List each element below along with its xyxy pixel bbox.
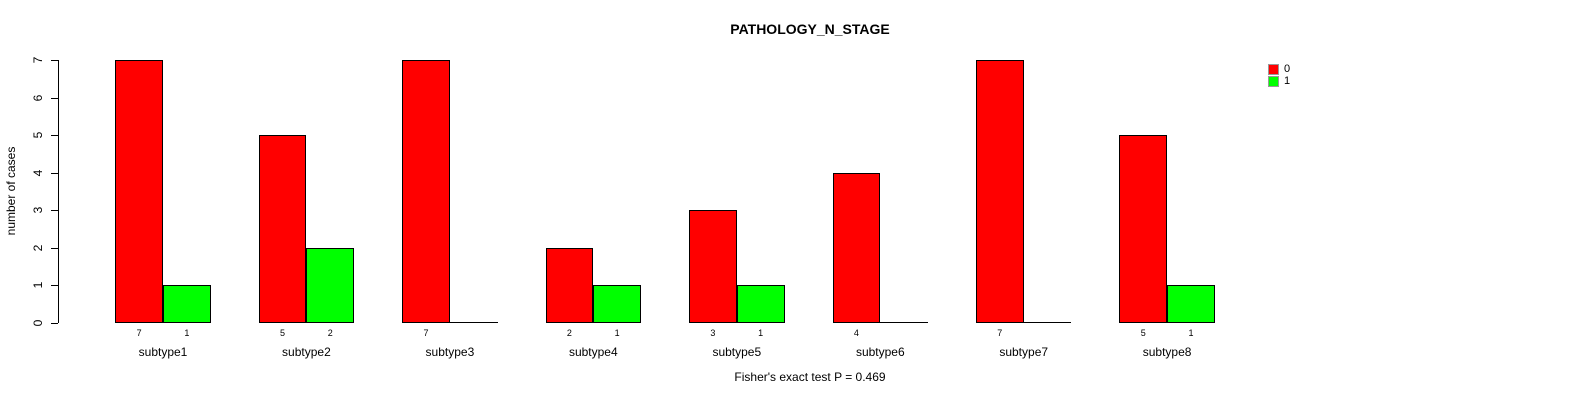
y-axis-tick-mark [51, 135, 58, 137]
fisher-test-annotation: Fisher's exact test P = 0.469 [734, 370, 886, 384]
y-axis-title: number of cases [4, 146, 18, 236]
y-axis-tick-label: 3 [30, 206, 45, 214]
y-axis-tick-mark [51, 97, 58, 99]
y-axis-tick-mark [51, 210, 58, 212]
category-label-subtype7: subtype7 [999, 345, 1049, 359]
bar-series-0-subtype1 [115, 60, 163, 323]
category-label-subtype3: subtype3 [425, 345, 475, 359]
category-label-subtype4: subtype4 [568, 345, 618, 359]
y-axis-tick-label: 2 [30, 244, 45, 252]
y-axis-tick-mark [51, 172, 58, 174]
y-axis-tick-label: 0 [30, 319, 45, 327]
y-axis-tick-label: 7 [30, 56, 45, 64]
bar-series-1-subtype2 [306, 247, 355, 323]
category-label-subtype6: subtype6 [855, 345, 905, 359]
legend-entry-1: 1 [1268, 76, 1290, 89]
bar-series-1-subtype5 [736, 285, 785, 323]
category-label-subtype1: subtype1 [138, 345, 188, 359]
bar-series-0-subtype2 [258, 135, 307, 323]
bar-count-label: 5 [279, 328, 286, 338]
legend-entry-0: 0 [1268, 63, 1290, 76]
bar-count-label: 1 [1188, 328, 1194, 338]
zero-height-bar-subtype3 [449, 322, 498, 323]
y-axis-tick-mark [51, 247, 58, 249]
bar-series-0-subtype7 [975, 60, 1024, 323]
y-axis-tick-mark [51, 285, 58, 287]
bar-count-label: 2 [327, 328, 333, 338]
bar-series-0-subtype3 [402, 60, 450, 323]
zero-height-bar-subtype6 [880, 322, 929, 323]
bar-series-0-subtype4 [545, 247, 594, 323]
legend-label: 0 [1284, 62, 1291, 75]
bar-count-label: 2 [566, 328, 572, 338]
bar-count-label: 1 [758, 328, 764, 338]
y-axis-tick-label: 5 [30, 131, 45, 139]
bar-count-label: 1 [184, 328, 190, 338]
bar-count-label: 7 [423, 328, 429, 338]
bar-count-label: 4 [853, 328, 859, 338]
chart-title: PATHOLOGY_N_STAGE [730, 21, 890, 37]
bar-series-0-subtype8 [1119, 135, 1168, 323]
bar-count-label: 5 [1140, 328, 1146, 338]
bar-series-0-subtype5 [689, 210, 737, 323]
y-axis-line [58, 60, 59, 323]
bar-series-1-subtype4 [593, 285, 642, 323]
bar-count-label: 7 [997, 328, 1003, 338]
bar-count-label: 1 [614, 328, 620, 338]
bar-series-1-subtype8 [1167, 285, 1215, 323]
y-axis-tick-label: 1 [30, 282, 45, 289]
bar-series-0-subtype6 [832, 172, 881, 323]
category-label-subtype5: subtype5 [712, 345, 762, 359]
legend-swatch-0 [1268, 63, 1279, 75]
legend-swatch-1 [1268, 76, 1279, 88]
category-label-subtype8: subtype8 [1142, 345, 1192, 359]
zero-height-bar-subtype7 [1023, 322, 1072, 323]
bar-count-label: 3 [710, 328, 716, 338]
category-label-subtype2: subtype2 [282, 345, 331, 359]
y-axis-tick-mark [51, 60, 58, 61]
y-axis-tick-mark [51, 323, 58, 324]
bar-series-1-subtype1 [163, 285, 211, 323]
y-axis-tick-label: 4 [30, 169, 45, 177]
y-axis-tick-label: 6 [30, 94, 45, 101]
bar-count-label: 7 [136, 328, 142, 338]
legend-label: 1 [1284, 75, 1291, 88]
